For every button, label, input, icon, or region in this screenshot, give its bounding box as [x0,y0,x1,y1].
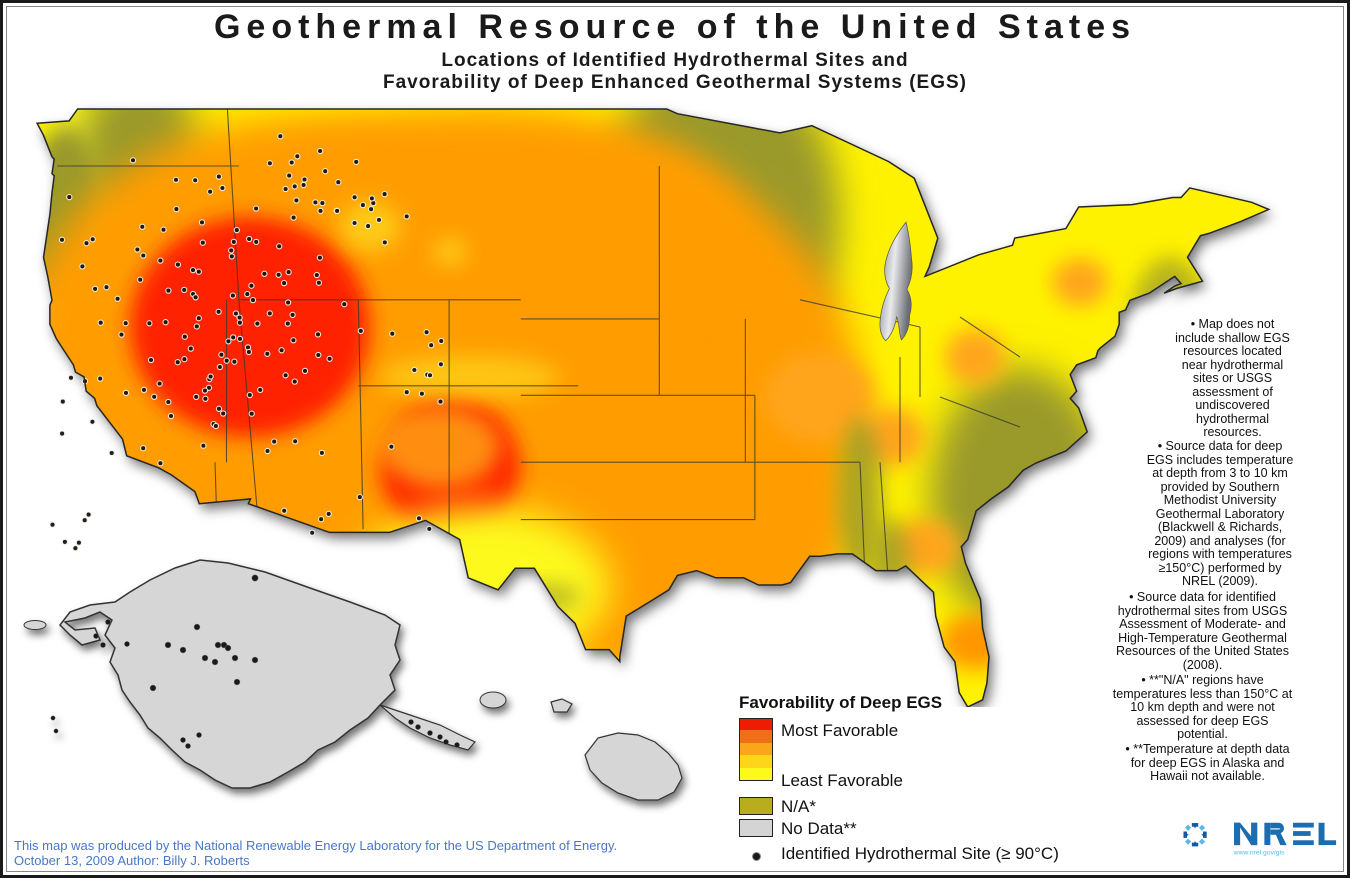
svg-text:www.nrel.gov/gis: www.nrel.gov/gis [1233,850,1285,857]
